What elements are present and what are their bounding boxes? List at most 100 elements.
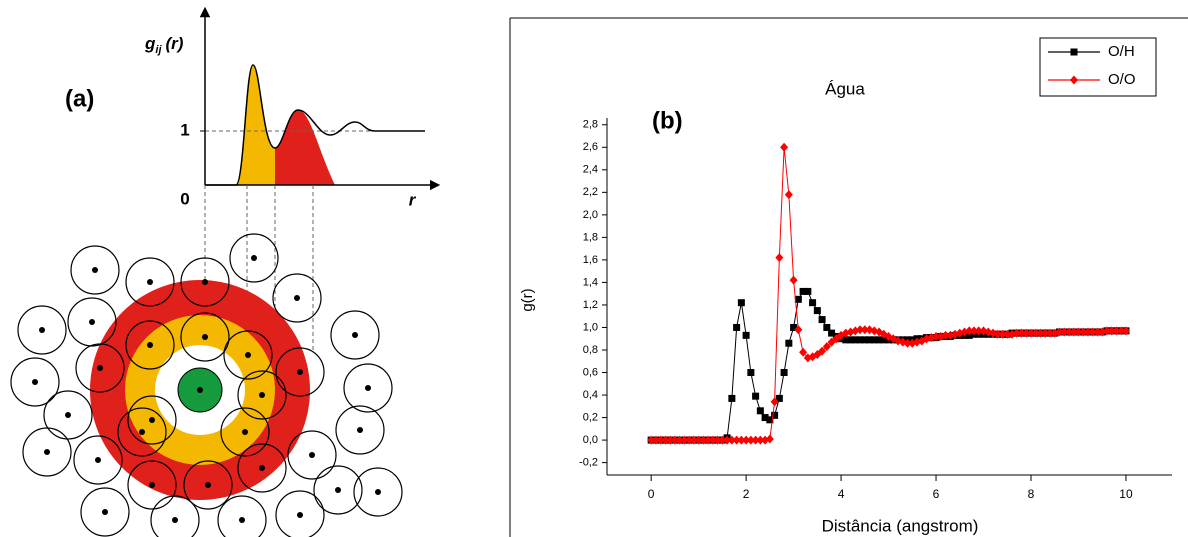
- marker: [851, 336, 859, 344]
- atom: [183, 460, 233, 510]
- atom-center: [97, 365, 103, 371]
- x-tick-label: 4: [838, 487, 845, 501]
- atom: [125, 257, 175, 307]
- atom: [353, 467, 403, 517]
- marker: [647, 435, 656, 445]
- atom: [335, 405, 385, 455]
- marker: [756, 435, 765, 445]
- panel-label: (a): [65, 85, 94, 112]
- marker: [813, 307, 821, 315]
- marker: [823, 323, 831, 331]
- atom: [220, 407, 270, 457]
- atom-center: [335, 487, 341, 493]
- y-tick-label: 2,2: [583, 186, 598, 198]
- marker: [1093, 327, 1102, 337]
- atom-center: [95, 457, 101, 463]
- y-tick-label: 0,6: [583, 366, 598, 378]
- atom: [10, 357, 60, 407]
- marker: [661, 435, 670, 445]
- legend-marker: [1070, 48, 1078, 56]
- marker: [932, 331, 941, 341]
- rdf-curve: [205, 64, 425, 186]
- marker: [1026, 328, 1035, 338]
- atom-center: [172, 517, 178, 523]
- marker: [1112, 326, 1121, 336]
- marker: [689, 435, 698, 445]
- atom: [127, 395, 177, 445]
- marker: [713, 435, 722, 445]
- marker: [856, 325, 865, 335]
- atom-center: [297, 369, 303, 375]
- marker: [1022, 328, 1031, 338]
- atom-center: [352, 332, 358, 338]
- marker: [694, 435, 703, 445]
- y-tick-label: 0,0: [583, 434, 598, 446]
- atom: [73, 435, 123, 485]
- marker: [752, 392, 760, 400]
- marker: [1074, 327, 1083, 337]
- panel-label: (b): [652, 107, 683, 134]
- marker: [1088, 327, 1097, 337]
- marker: [742, 331, 750, 339]
- x-tick-label: 6: [933, 487, 940, 501]
- marker: [1017, 328, 1026, 338]
- marker: [733, 323, 741, 331]
- marker: [856, 336, 864, 344]
- y-label-main: g: [144, 34, 156, 53]
- atom: [125, 320, 175, 370]
- marker: [818, 316, 826, 324]
- marker: [785, 339, 793, 347]
- atom: [43, 390, 93, 440]
- marker: [1117, 326, 1126, 336]
- y-tick-label: 2,0: [583, 209, 598, 221]
- atom: [237, 370, 287, 420]
- atom-center: [259, 465, 265, 471]
- x-tick-label: 2: [743, 487, 750, 501]
- atom: [343, 363, 393, 413]
- atom: [237, 443, 287, 493]
- marker: [941, 330, 950, 340]
- marker: [766, 416, 774, 424]
- series-line: [651, 147, 1126, 441]
- atom-center: [242, 429, 248, 435]
- atom-center: [202, 334, 208, 340]
- y-tick-label: 1,8: [583, 231, 598, 243]
- marker: [993, 329, 1002, 339]
- marker: [728, 394, 736, 402]
- marker: [742, 435, 751, 445]
- marker: [771, 411, 779, 419]
- series: [647, 142, 1130, 445]
- marker: [737, 299, 745, 307]
- atom-center: [309, 452, 315, 458]
- series-line: [651, 290, 1126, 441]
- atom: [275, 490, 325, 537]
- atom-center: [239, 517, 245, 523]
- marker: [666, 435, 675, 445]
- marker: [790, 323, 798, 331]
- series: [647, 287, 1130, 444]
- marker: [804, 287, 812, 295]
- legend-box: [1039, 37, 1157, 97]
- atom-center: [44, 449, 50, 455]
- legend-label: O/O: [1108, 71, 1136, 88]
- marker: [970, 326, 979, 336]
- y-label-sub: ij: [155, 44, 162, 56]
- marker: [1036, 328, 1045, 338]
- atom-center: [205, 482, 211, 488]
- marker: [828, 329, 836, 337]
- marker: [751, 435, 760, 445]
- marker: [998, 329, 1007, 339]
- atom-center: [149, 482, 155, 488]
- y-tick-label: 1,0: [583, 321, 598, 333]
- marker: [903, 338, 912, 348]
- atom: [287, 430, 337, 480]
- marker: [875, 336, 883, 344]
- atom-center: [259, 392, 265, 398]
- marker: [1060, 327, 1069, 337]
- marker: [866, 336, 874, 344]
- marker: [756, 407, 764, 415]
- x-tick-label: 8: [1028, 487, 1035, 501]
- marker: [847, 336, 855, 344]
- atom-center: [149, 417, 155, 423]
